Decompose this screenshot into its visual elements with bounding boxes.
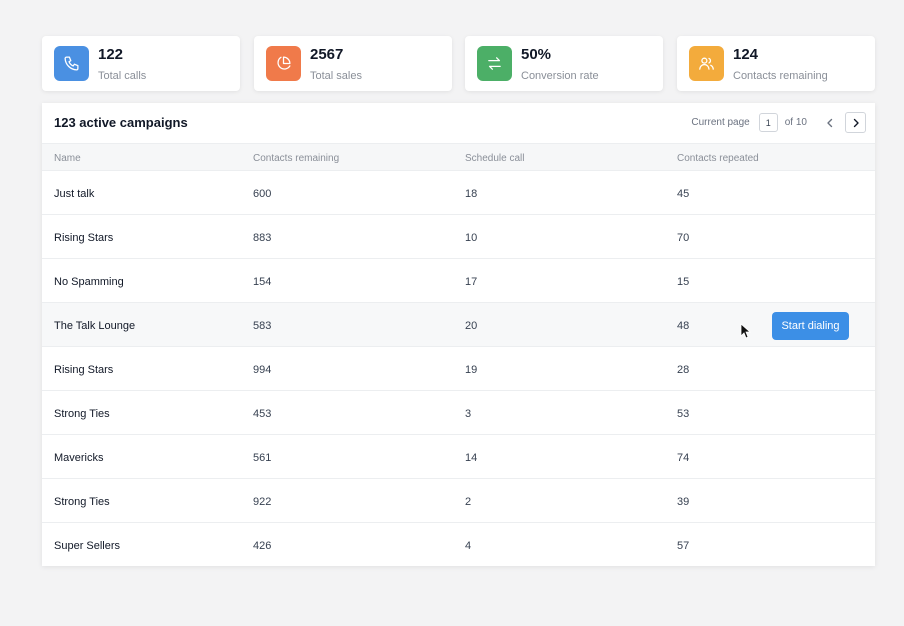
arrows-swap-icon (477, 46, 512, 81)
table-row[interactable]: No Spamming 154 17 15 (42, 259, 875, 303)
users-icon (689, 46, 724, 81)
contacts-remaining-cell: 994 (253, 364, 272, 376)
table-header: Name Contacts remaining Schedule call Co… (42, 143, 875, 171)
contacts-remaining-cell: 583 (253, 320, 272, 332)
schedule-call-cell: 20 (465, 320, 478, 332)
campaigns-panel: 123 active campaigns Current page 1 of 1… (42, 103, 875, 566)
table-row[interactable]: Super Sellers 426 4 57 (42, 523, 875, 567)
column-header-contacts-remaining[interactable]: Contacts remaining (253, 153, 340, 164)
page-title: 123 active campaigns (54, 115, 188, 130)
campaign-name: Rising Stars (54, 232, 114, 244)
table-row[interactable]: Strong Ties 922 2 39 (42, 479, 875, 523)
contacts-remaining-cell: 600 (253, 188, 272, 200)
table-row-hovered[interactable]: The Talk Lounge 583 20 48 Start dialing (42, 303, 875, 347)
contacts-remaining-cell: 883 (253, 232, 272, 244)
campaign-name: Mavericks (54, 452, 104, 464)
table-row[interactable]: Strong Ties 453 3 53 (42, 391, 875, 435)
schedule-call-cell: 4 (465, 540, 472, 552)
stat-label: Conversion rate (521, 70, 599, 82)
campaign-name: Just talk (54, 188, 95, 200)
campaign-name: The Talk Lounge (54, 320, 136, 332)
schedule-call-cell: 3 (465, 408, 472, 420)
stat-label: Total sales (310, 70, 362, 82)
contacts-repeated-cell: 70 (677, 232, 690, 244)
mouse-cursor-icon (740, 323, 752, 339)
campaign-name: No Spamming (54, 276, 124, 288)
campaign-name: Rising Stars (54, 364, 114, 376)
stat-card-conversion-rate: 50% Conversion rate (465, 36, 663, 91)
stat-label: Total calls (98, 70, 147, 82)
schedule-call-cell: 17 (465, 276, 478, 288)
contacts-remaining-cell: 453 (253, 408, 272, 420)
chevron-right-icon (853, 118, 859, 127)
table-row[interactable]: Rising Stars 883 10 70 (42, 215, 875, 259)
prev-page-button[interactable] (819, 112, 840, 133)
contacts-repeated-cell: 39 (677, 496, 690, 508)
schedule-call-cell: 2 (465, 496, 472, 508)
stat-value: 50% (521, 46, 552, 63)
stat-value: 2567 (310, 46, 344, 63)
schedule-call-cell: 19 (465, 364, 478, 376)
stat-value: 122 (98, 46, 124, 63)
table-row[interactable]: Mavericks 561 14 74 (42, 435, 875, 479)
start-dialing-button[interactable]: Start dialing (772, 312, 849, 340)
column-header-schedule-call[interactable]: Schedule call (465, 153, 525, 164)
schedule-call-cell: 14 (465, 452, 478, 464)
campaign-name: Strong Ties (54, 408, 110, 420)
page-number-input[interactable]: 1 (758, 113, 778, 132)
campaign-name: Super Sellers (54, 540, 121, 552)
column-header-name[interactable]: Name (54, 153, 81, 164)
stat-card-contacts-remaining: 124 Contacts remaining (677, 36, 875, 91)
schedule-call-cell: 10 (465, 232, 478, 244)
next-page-button[interactable] (845, 112, 866, 133)
table-row[interactable]: Rising Stars 994 19 28 (42, 347, 875, 391)
contacts-repeated-cell: 48 (677, 320, 690, 332)
current-page-label: Current page (691, 117, 750, 128)
contacts-repeated-cell: 57 (677, 540, 690, 552)
stat-card-total-sales: 2567 Total sales (254, 36, 452, 91)
contacts-repeated-cell: 15 (677, 276, 690, 288)
phone-icon (54, 46, 89, 81)
contacts-repeated-cell: 45 (677, 188, 690, 200)
contacts-remaining-cell: 561 (253, 452, 272, 464)
stat-card-total-calls: 122 Total calls (42, 36, 240, 91)
contacts-repeated-cell: 74 (677, 452, 690, 464)
schedule-call-cell: 18 (465, 188, 478, 200)
contacts-repeated-cell: 28 (677, 364, 690, 376)
column-header-contacts-repeated[interactable]: Contacts repeated (677, 153, 759, 164)
table-row[interactable]: Just talk 600 18 45 (42, 171, 875, 215)
contacts-remaining-cell: 426 (253, 540, 272, 552)
contacts-remaining-cell: 154 (253, 276, 272, 288)
stat-value: 124 (733, 46, 759, 63)
stat-label: Contacts remaining (733, 70, 828, 82)
pie-chart-icon (266, 46, 301, 81)
page-count-label: of 10 (784, 117, 807, 128)
stats-bar: 122 Total calls 2567 Total sales 50% Con… (42, 36, 875, 91)
campaign-name: Strong Ties (54, 496, 110, 508)
pagination: Current page 1 of 10 (691, 112, 866, 133)
chevron-left-icon (826, 118, 832, 127)
contacts-repeated-cell: 53 (677, 408, 690, 420)
contacts-remaining-cell: 922 (253, 496, 272, 508)
